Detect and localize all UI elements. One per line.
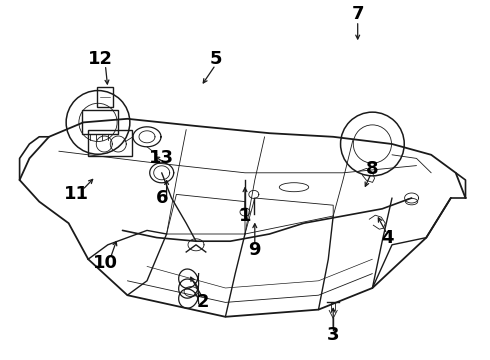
Text: 13: 13 <box>149 149 174 167</box>
Bar <box>88 130 132 156</box>
Text: 10: 10 <box>93 254 118 272</box>
Text: 12: 12 <box>88 50 113 68</box>
Bar <box>82 111 119 134</box>
Text: 4: 4 <box>381 229 393 247</box>
Text: 2: 2 <box>197 293 210 311</box>
Text: 11: 11 <box>63 185 89 203</box>
Bar <box>98 87 113 107</box>
Text: 8: 8 <box>366 160 379 178</box>
Text: 3: 3 <box>327 326 340 344</box>
Text: 5: 5 <box>209 50 222 68</box>
Text: 1: 1 <box>239 207 251 225</box>
Text: 7: 7 <box>351 5 364 23</box>
Text: 9: 9 <box>248 241 261 259</box>
Text: 6: 6 <box>155 189 168 207</box>
